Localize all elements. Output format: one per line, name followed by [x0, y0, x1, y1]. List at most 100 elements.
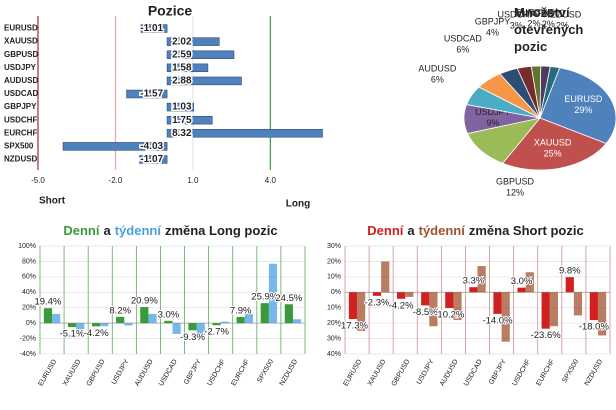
bar — [268, 263, 278, 324]
pie-value-label: 25% — [544, 148, 562, 158]
bar — [525, 272, 534, 293]
x-tick-label: GBPUSD — [86, 358, 107, 387]
data-label: -10.2% — [434, 310, 465, 321]
x-tick-label: XAUUSD — [367, 358, 388, 387]
bar — [76, 323, 85, 330]
legend-daily: Denní — [367, 223, 404, 238]
data-label: -23.6% — [531, 330, 562, 341]
bar — [445, 292, 454, 309]
pie-value-label: 4% — [486, 28, 499, 38]
bar — [126, 89, 168, 99]
bar — [292, 319, 302, 324]
pie-value-label: 9% — [486, 118, 499, 128]
bar — [541, 292, 550, 329]
y-tick-label: USDCHF — [4, 115, 37, 124]
chart-title-line: pozic — [514, 39, 547, 54]
data-label: 24.5% — [275, 293, 302, 304]
data-label: -2.7% — [204, 327, 229, 338]
data-label: 9.8% — [559, 266, 581, 277]
pie-slice — [539, 67, 616, 145]
bar — [140, 307, 149, 324]
y-tick-label: 10% — [327, 305, 341, 312]
bar — [573, 292, 583, 316]
bar — [62, 142, 168, 151]
bar — [139, 155, 168, 164]
pie-value-label: 12% — [506, 187, 524, 197]
bar — [284, 304, 293, 324]
data-label: 25.9% — [251, 292, 278, 303]
data-label: -1.07 — [140, 154, 163, 165]
bar — [166, 76, 242, 86]
chart-title: Pozice — [148, 3, 193, 19]
pie-value-label: 6% — [431, 74, 444, 84]
legend-weekly: týdenní — [115, 223, 162, 238]
y-tick-label: 60% — [22, 274, 36, 281]
y-tick-label: GBPJPY — [4, 102, 37, 111]
bar — [357, 292, 366, 331]
bar — [453, 292, 462, 321]
bar — [164, 320, 173, 324]
y-tick-label: -40% — [20, 351, 36, 358]
bar — [421, 292, 430, 306]
data-label: -4.2% — [84, 328, 109, 339]
bar — [172, 323, 181, 334]
data-label: 7.9% — [230, 306, 252, 317]
chart-title: Denní a týdenní změna Short pozic — [367, 223, 583, 238]
x-tick-label: USDCHF — [511, 358, 532, 387]
bar — [477, 266, 486, 293]
bar — [348, 292, 358, 319]
x-tick-label: -2.0 — [109, 176, 123, 185]
data-label: -4.03 — [140, 141, 163, 152]
y-tick-label: 20% — [327, 258, 341, 265]
bar — [549, 292, 558, 327]
bar — [236, 317, 245, 324]
pie-slice — [539, 66, 561, 119]
legend-daily: Denní — [63, 223, 100, 238]
data-label: 19.4% — [34, 297, 61, 308]
data-label: 2.59 — [172, 49, 192, 60]
data-label: 8.2% — [109, 305, 131, 316]
y-tick-label: USDCAD — [4, 89, 38, 98]
bar — [244, 313, 253, 324]
x-tick-label: GBPJPY — [183, 358, 203, 386]
x-tick-label: EURCHF — [230, 358, 251, 387]
data-label: 20.9% — [131, 296, 158, 307]
data-label: -5.1% — [60, 329, 85, 340]
y-tick-label: GBPUSD — [4, 50, 38, 59]
data-label: 2.02 — [172, 36, 192, 47]
y-tick-label: 20% — [22, 305, 36, 312]
y-tick-label: 30% — [327, 335, 341, 342]
bar — [166, 102, 194, 112]
bar — [381, 261, 390, 293]
pie-value-label: 29% — [574, 105, 592, 115]
chart-title: změna Short pozic — [469, 223, 584, 238]
pie-label: USDCHF — [498, 10, 536, 20]
pie-label: NZDUSD — [544, 10, 582, 20]
x-tick-label: USDJPY — [416, 358, 436, 386]
pie-label: GBPJPY — [475, 17, 511, 27]
x-tick-label: 4.0 — [265, 176, 277, 185]
chart-title-line: Množství — [514, 5, 570, 20]
y-tick-label: EURCHF — [4, 128, 37, 137]
y-tick-label: AUDUSD — [4, 76, 38, 85]
pie-label: XAUUSD — [534, 137, 572, 147]
data-label: -14.0% — [482, 315, 513, 326]
x-tick-label: XAUUSD — [62, 358, 83, 387]
x-tick-label: SPX500 — [256, 358, 275, 384]
y-tick-label: 0% — [331, 289, 341, 296]
data-label: 8.32 — [172, 128, 192, 139]
x-axis-label: Long — [286, 199, 310, 210]
x-tick-label: GBPUSD — [391, 358, 412, 387]
title-conjunction: a — [407, 223, 415, 238]
y-tick-label: 40% — [22, 289, 36, 296]
pie-value-label: 6% — [456, 45, 469, 55]
bar — [565, 277, 574, 293]
data-label: -9.3% — [180, 332, 205, 343]
bar — [166, 50, 235, 59]
y-tick-label: 0% — [26, 320, 36, 327]
y-tick-label: 100% — [18, 243, 36, 250]
bar — [212, 323, 221, 326]
bar — [166, 63, 209, 73]
y-tick-label: -20% — [20, 335, 36, 342]
